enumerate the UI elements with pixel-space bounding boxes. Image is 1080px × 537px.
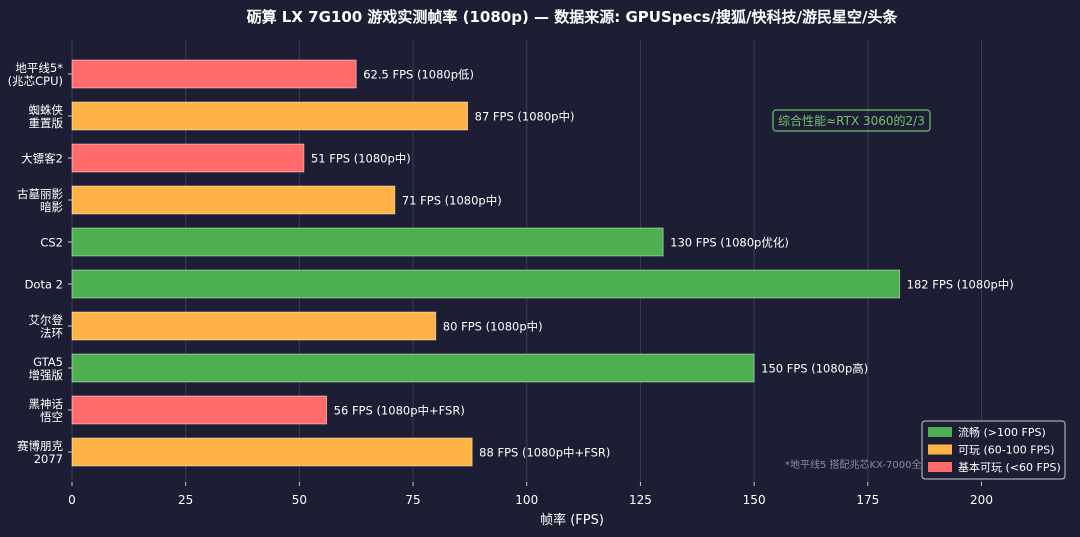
y-category-label: CS2 [40, 236, 63, 250]
x-axis-label: 帧率 (FPS) [540, 512, 604, 528]
annotation-text: 综合性能≈RTX 3060的2/3 [778, 113, 925, 128]
legend-swatch [928, 462, 952, 472]
x-tick-label: 75 [405, 493, 420, 507]
x-tick-label: 50 [292, 493, 307, 507]
y-category-label: 增强版 [29, 368, 64, 382]
bar [71, 185, 396, 215]
x-tick-label: 125 [629, 493, 652, 507]
bar [71, 59, 357, 89]
y-category-label: 古墓丽影 [17, 187, 63, 201]
bar [71, 395, 328, 425]
bar-value-label: 80 FPS (1080p中) [443, 320, 543, 334]
y-category-label: 悟空 [40, 410, 63, 424]
bar [71, 311, 437, 341]
y-category-label: Dota 2 [25, 278, 63, 292]
y-category-label: 艾尔登 [29, 313, 64, 327]
y-category-label: 大镖客2 [21, 152, 63, 166]
y-category-label: 蜘蛛侠 [29, 103, 64, 117]
legend: 流畅 (>100 FPS) 可玩 (60-100 FPS) 基本可玩 (<60 FP… [921, 420, 1066, 480]
bar [71, 101, 469, 131]
y-category-label: (兆芯CPU) [8, 74, 63, 88]
bar [71, 227, 664, 257]
bar-value-label: 87 FPS (1080p中) [475, 110, 575, 124]
bar [71, 437, 473, 467]
footnote: *地平线5 搭配兆芯KX-7000全 [785, 458, 922, 471]
y-category-label: 法环 [40, 326, 63, 340]
bar-value-label: 182 FPS (1080p中) [907, 278, 1014, 292]
y-category-label: GTA5 [33, 355, 63, 369]
x-tick-label: 175 [856, 493, 879, 507]
bar-value-label: 130 FPS (1080p优化) [670, 236, 789, 250]
annotation-box: 综合性能≈RTX 3060的2/3 [772, 109, 931, 132]
y-category-label: 赛博朋克 [17, 439, 63, 453]
bars: 62.5 FPS (1080p低) 87 FPS (1080p中) 51 FPS (… [71, 59, 1014, 467]
x-tick-label: 200 [970, 493, 993, 507]
bar-value-label: 62.5 FPS (1080p低) [363, 68, 474, 82]
bar-value-label: 150 FPS (1080p高) [761, 362, 868, 376]
bar-value-label: 71 FPS (1080p中) [402, 194, 502, 208]
y-category-label: 暗影 [40, 200, 63, 214]
legend-swatch [928, 444, 952, 455]
y-category-label: 2077 [34, 452, 63, 466]
bar [71, 269, 901, 299]
legend-frame [921, 420, 1066, 480]
legend-label: 可玩 (60-100 FPS) [958, 444, 1054, 457]
x-axis-ticks: 0 25 50 75 100 125 150 175 200 [68, 482, 993, 507]
chart-title: 砺算 LX 7G100 游戏实测帧率 (1080p) — 数据来源: GPUSp… [247, 8, 899, 26]
x-tick-label: 150 [743, 493, 766, 507]
x-tick-label: 100 [515, 493, 538, 507]
y-category-label: 重置版 [29, 116, 64, 130]
legend-label: 流畅 (>100 FPS) [958, 425, 1046, 439]
y-category-label: 地平线5* [15, 61, 63, 75]
bar [71, 353, 755, 383]
x-tick-label: 0 [68, 493, 76, 507]
x-tick-label: 25 [178, 493, 193, 507]
y-category-label: 黑神话 [29, 397, 64, 411]
legend-swatch [928, 427, 952, 437]
bar-value-label: 51 FPS (1080p中) [311, 152, 411, 166]
legend-label: 基本可玩 (<60 FPS) [958, 460, 1061, 474]
bar-value-label: 88 FPS (1080p中+FSR) [479, 446, 610, 460]
bar [71, 143, 305, 173]
bar-value-label: 56 FPS (1080p中+FSR) [334, 404, 465, 418]
